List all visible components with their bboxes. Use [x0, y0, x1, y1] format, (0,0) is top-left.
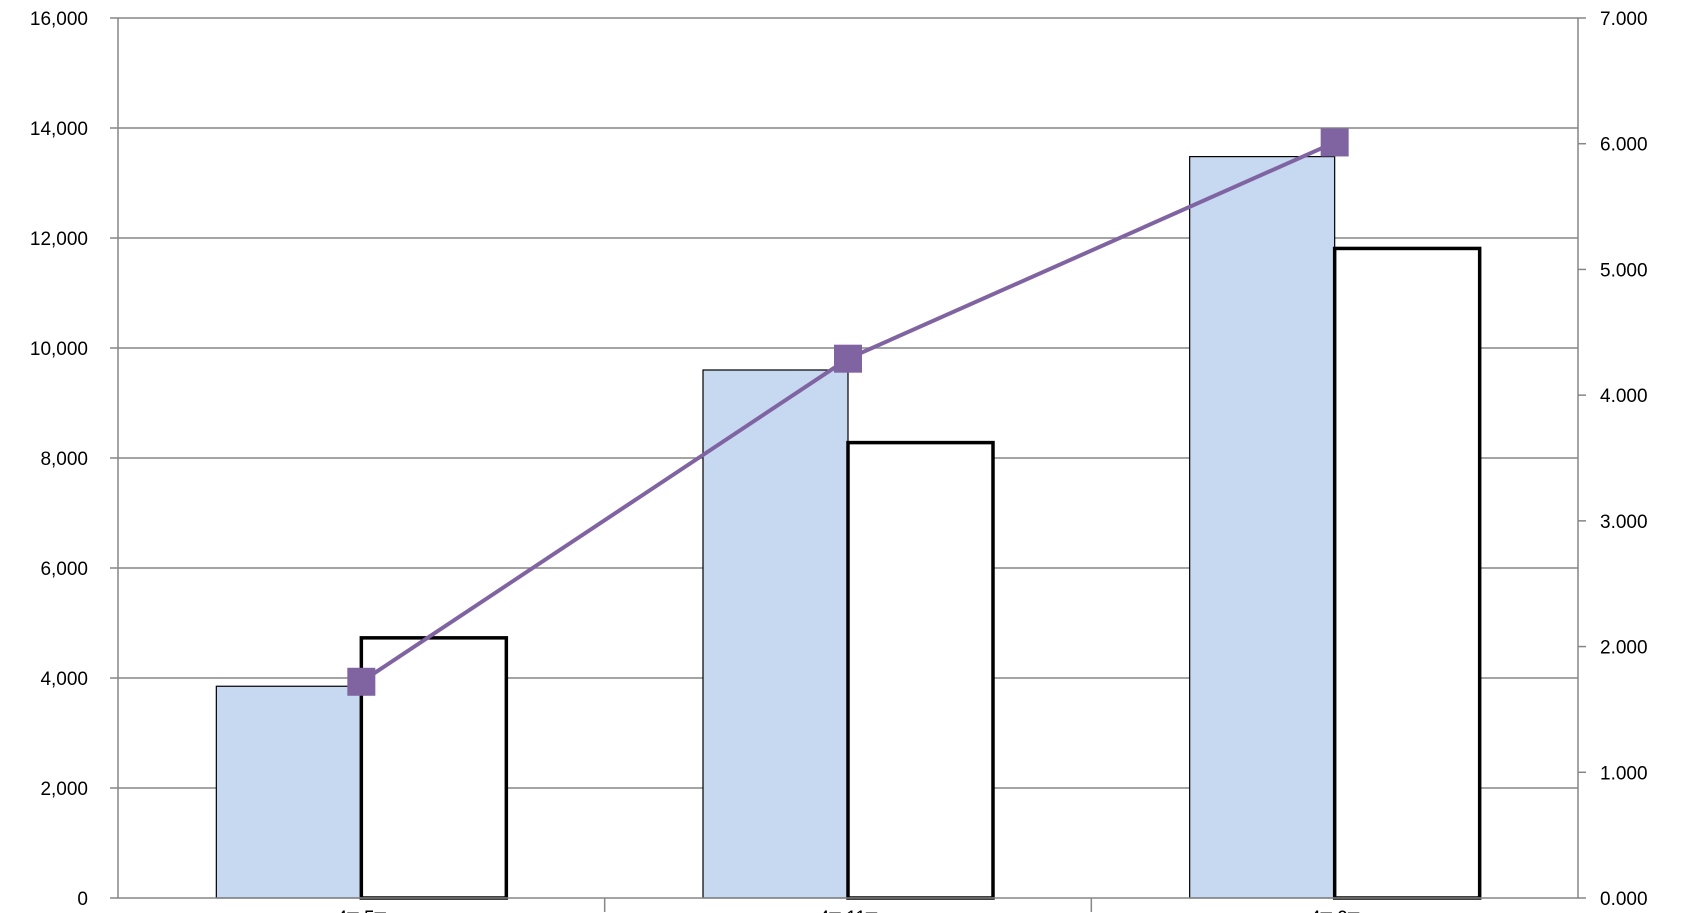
- category-label-2: 4□ 11□: [819, 908, 878, 913]
- left-tick-label: 8,000: [40, 449, 88, 470]
- right-tick-label: 0.000: [1600, 889, 1648, 910]
- right-axis-ticks: 0.000 1.000 2.000 3.000 4.000 5.000 6.000 7.000: [1578, 9, 1648, 910]
- bar-series-1-3: [1189, 156, 1336, 899]
- right-tick-label: 2.000: [1600, 638, 1648, 659]
- left-tick-label: 10,000: [30, 339, 88, 360]
- line-series: [347, 128, 1349, 696]
- bar-series-2-1: [359, 636, 509, 900]
- line-marker-1: [347, 667, 376, 696]
- line-marker-2: [834, 344, 862, 373]
- left-tick-label: 14,000: [30, 119, 88, 140]
- left-tick-label: 0: [77, 889, 88, 910]
- category-labels: 4□ 5□ 4□ 11□ 4□ 9□: [337, 908, 1360, 913]
- left-tick-label: 4,000: [40, 669, 88, 690]
- right-tick-label: 4.000: [1600, 386, 1648, 407]
- left-tick-label: 12,000: [30, 229, 88, 250]
- line-marker-3: [1320, 128, 1349, 157]
- left-tick-label: 2,000: [40, 779, 88, 800]
- bar-series-2-2: [846, 440, 995, 900]
- right-tick-label: 6.000: [1600, 135, 1648, 156]
- bar-series-1-2: [702, 369, 849, 899]
- left-tick-label: 6,000: [40, 559, 88, 580]
- left-axis-ticks: 0 2,000 4,000 6,000 8,000 10,000 12,000 14,000 1…: [30, 9, 118, 910]
- bar-series-2-3: [1332, 246, 1482, 900]
- bar-series-1-1: [215, 685, 362, 899]
- right-tick-label: 1.000: [1600, 763, 1648, 784]
- right-tick-label: 7.000: [1600, 9, 1648, 30]
- category-label-1: 4□ 5□: [337, 908, 387, 913]
- left-tick-label: 16,000: [30, 9, 88, 30]
- category-label-3: 4□ 9□: [1310, 908, 1360, 913]
- bars: [215, 156, 1482, 900]
- right-tick-label: 5.000: [1600, 260, 1648, 281]
- right-tick-label: 3.000: [1600, 512, 1648, 533]
